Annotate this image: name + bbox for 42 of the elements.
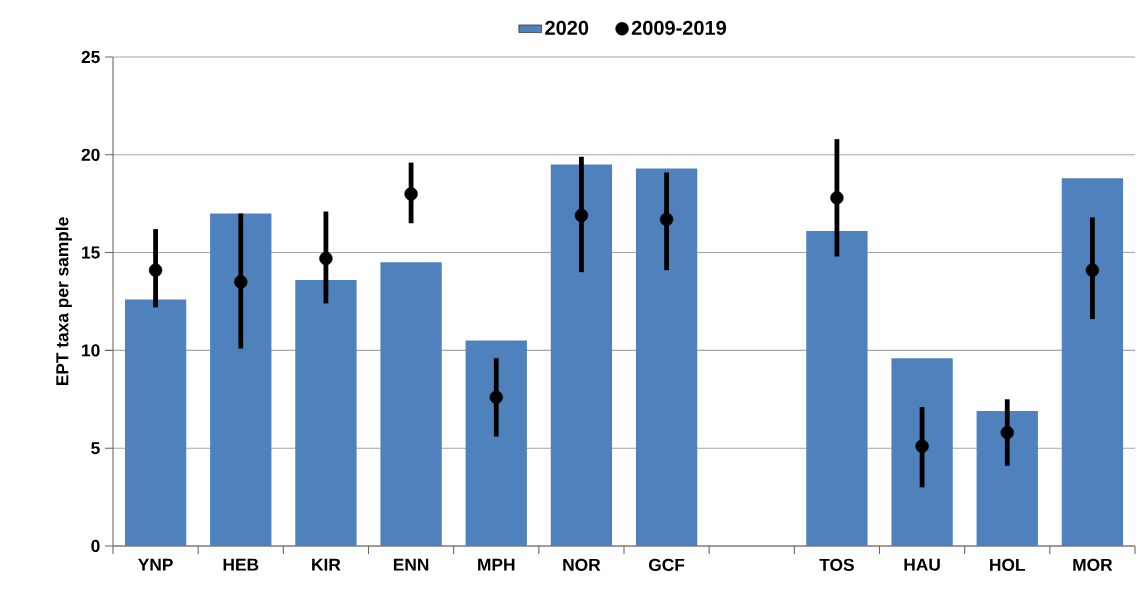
bar — [380, 262, 442, 546]
bar — [465, 340, 527, 546]
x-tick-label: ENN — [393, 558, 429, 571]
y-tick-label: 10 — [82, 344, 100, 357]
point — [234, 275, 248, 289]
bar — [295, 279, 357, 546]
bar — [124, 299, 187, 546]
y-axis-title: EPT taxa per sample — [55, 217, 72, 386]
point — [1085, 263, 1100, 277]
point — [830, 191, 844, 205]
y-tick-label: 20 — [81, 148, 100, 161]
y-tick-label: 0 — [91, 539, 100, 553]
bar — [1061, 178, 1124, 546]
point — [404, 187, 418, 201]
bar — [210, 213, 272, 546]
x-tick-label: HOL — [990, 558, 1026, 571]
point — [574, 208, 589, 223]
x-tick-label: TOS — [819, 558, 854, 571]
bar — [891, 358, 953, 546]
y-tick-label: 25 — [81, 50, 100, 64]
point — [659, 212, 674, 227]
legend-label: 2009-2019 — [631, 20, 727, 35]
x-tick-label: NOR — [563, 558, 601, 571]
point — [915, 439, 929, 453]
legend-label: 2020 — [545, 20, 589, 35]
x-tick-label: KIR — [312, 558, 341, 571]
y-tick-label: 5 — [91, 442, 100, 455]
y-tick-label: 15 — [82, 246, 100, 259]
x-tick-label: HEB — [223, 558, 259, 571]
point — [489, 390, 503, 404]
x-tick-label: MPH — [478, 558, 515, 571]
x-tick-label: YNP — [138, 558, 173, 571]
bar — [806, 231, 868, 546]
x-tick-label: MOR — [1073, 558, 1113, 571]
bar — [635, 168, 698, 546]
point — [319, 251, 333, 266]
point — [148, 263, 163, 277]
bar — [550, 164, 613, 546]
x-tick-label: GCF — [649, 558, 685, 571]
point — [1000, 425, 1014, 440]
x-tick-label: HAU — [904, 558, 940, 571]
bar — [976, 411, 1038, 546]
